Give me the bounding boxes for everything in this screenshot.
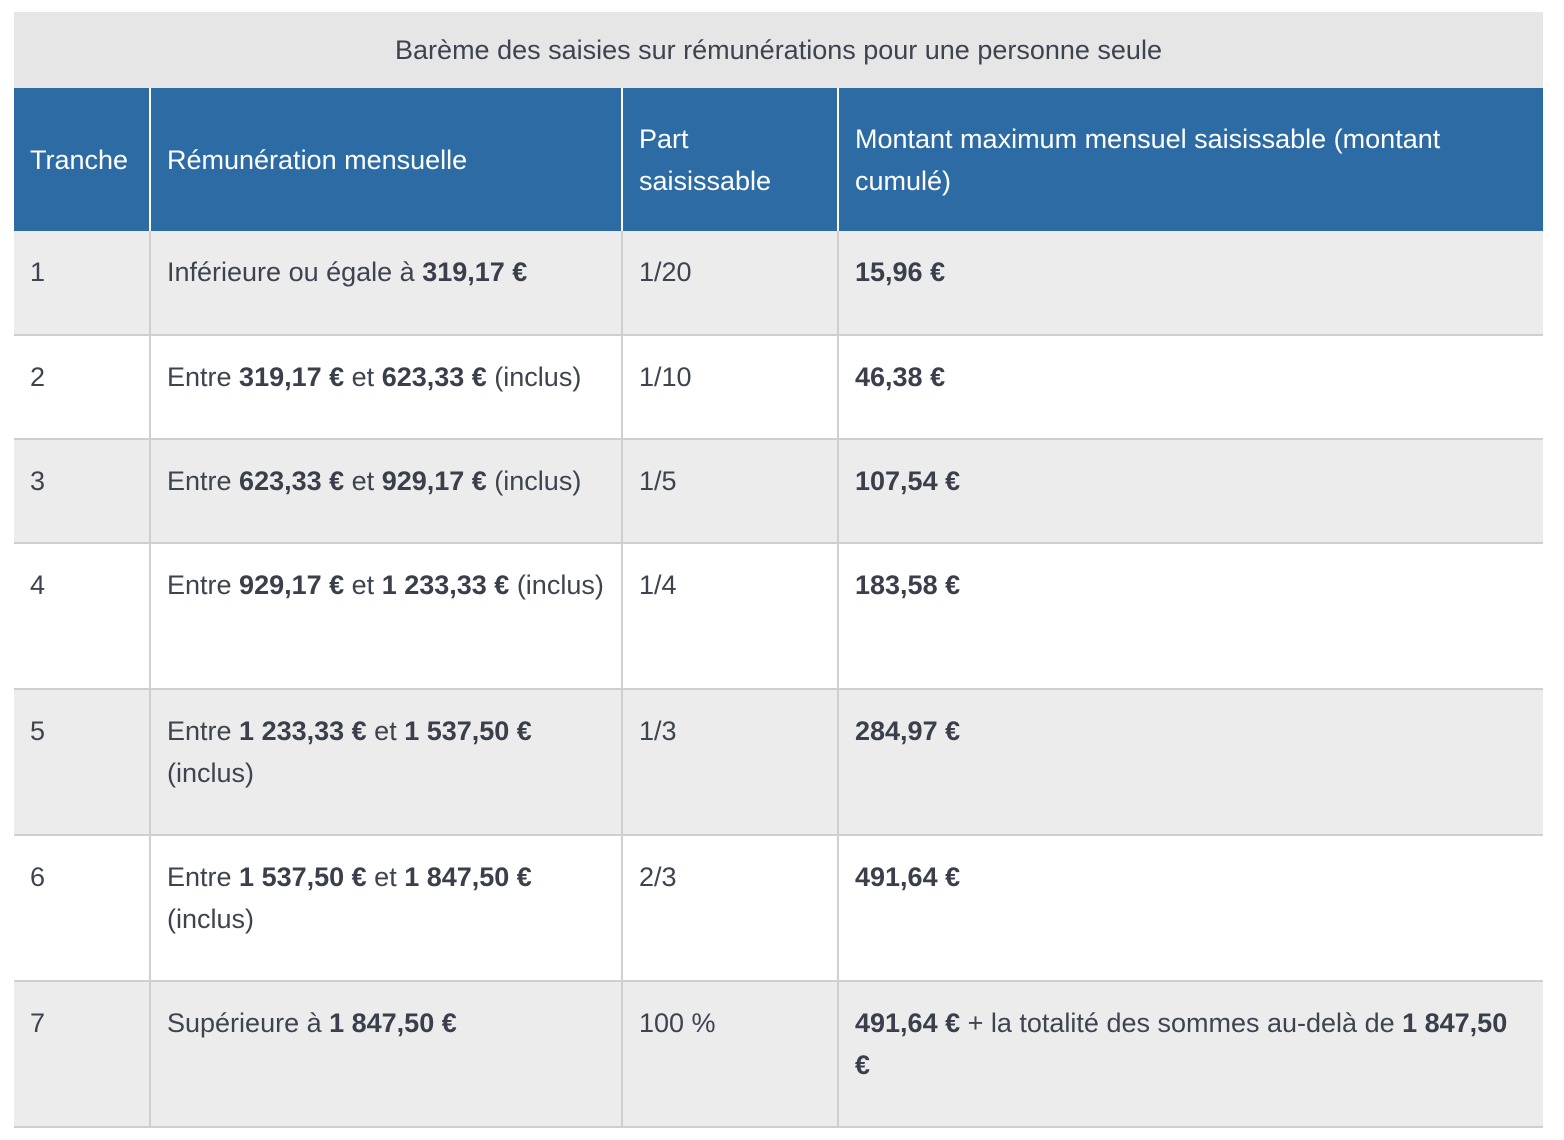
remuneration-amount-from: 929,17 € bbox=[239, 570, 345, 600]
montant-amount: 284,97 € bbox=[855, 716, 961, 746]
remuneration-amount: 1 847,50 € bbox=[329, 1008, 457, 1038]
cell-tranche: 3 bbox=[14, 439, 150, 544]
cell-remuneration: Entre 319,17 € et 623,33 € (inclus) bbox=[149, 335, 622, 440]
cell-montant: 491,64 € + la totalité des sommes au-del… bbox=[837, 981, 1543, 1128]
montant-amount: 46,38 € bbox=[855, 362, 946, 392]
remuneration-text: (inclus) bbox=[509, 570, 604, 600]
remuneration-amount-to: 1 537,50 € bbox=[404, 716, 532, 746]
table-row: 2 Entre 319,17 € et 623,33 € (inclus) 1/… bbox=[14, 335, 1543, 440]
remuneration-amount-from: 319,17 € bbox=[239, 362, 345, 392]
cell-tranche: 7 bbox=[14, 981, 150, 1128]
remuneration-text: Entre bbox=[167, 466, 240, 496]
header-remuneration: Rémunération mensuelle bbox=[149, 88, 622, 231]
remuneration-text: (inclus) bbox=[167, 758, 255, 788]
table-row: 3 Entre 623,33 € et 929,17 € (inclus) 1/… bbox=[14, 439, 1543, 544]
remuneration-text: Entre bbox=[167, 862, 240, 892]
cell-tranche: 6 bbox=[14, 835, 150, 982]
table-row: 5 Entre 1 233,33 € et 1 537,50 € (inclus… bbox=[14, 689, 1543, 836]
cell-remuneration: Supérieure à 1 847,50 € bbox=[149, 981, 622, 1128]
remuneration-text: et bbox=[344, 466, 382, 496]
cell-part: 2/3 bbox=[621, 835, 838, 982]
header-montant-maximum: Montant maximum mensuel saisissable (mon… bbox=[837, 88, 1543, 231]
cell-part: 1/10 bbox=[621, 335, 838, 440]
remuneration-text: et bbox=[366, 716, 405, 746]
remuneration-text: et bbox=[344, 570, 382, 600]
remuneration-amount-from: 1 537,50 € bbox=[239, 862, 367, 892]
remuneration-amount: 319,17 € bbox=[422, 257, 528, 287]
remuneration-text: (inclus) bbox=[486, 362, 582, 392]
remuneration-text: Entre bbox=[167, 570, 240, 600]
table-header-row: Tranche Rémunération mensuelle Part sais… bbox=[14, 88, 1543, 231]
remuneration-text: (inclus) bbox=[486, 466, 582, 496]
cell-montant: 46,38 € bbox=[837, 335, 1543, 440]
montant-amount: 15,96 € bbox=[855, 257, 946, 287]
table-caption: Barème des saisies sur rémunérations pou… bbox=[14, 12, 1543, 88]
remuneration-amount-to: 623,33 € bbox=[381, 362, 487, 392]
remuneration-text: Entre bbox=[167, 362, 240, 392]
table-row: 7 Supérieure à 1 847,50 € 100 % 491,64 €… bbox=[14, 981, 1543, 1128]
remuneration-amount-from: 623,33 € bbox=[239, 466, 345, 496]
header-tranche: Tranche bbox=[14, 88, 150, 231]
cell-tranche: 4 bbox=[14, 543, 150, 690]
remuneration-text: Supérieure à bbox=[167, 1008, 330, 1038]
remuneration-text: Inférieure ou égale à bbox=[167, 257, 423, 287]
remuneration-amount-to: 1 847,50 € bbox=[404, 862, 532, 892]
montant-amount: 183,58 € bbox=[855, 570, 961, 600]
cell-tranche: 5 bbox=[14, 689, 150, 836]
table-row: 6 Entre 1 537,50 € et 1 847,50 € (inclus… bbox=[14, 835, 1543, 982]
remuneration-text: et bbox=[344, 362, 382, 392]
cell-montant: 107,54 € bbox=[837, 439, 1543, 544]
seizure-scale-table-container: Barème des saisies sur rémunérations pou… bbox=[14, 12, 1543, 1128]
remuneration-text: (inclus) bbox=[167, 904, 255, 934]
remuneration-text: et bbox=[366, 862, 405, 892]
header-part-saisissable: Part saisissable bbox=[621, 88, 838, 231]
montant-amount-threshold: 1 847,50 € bbox=[855, 1008, 1508, 1080]
cell-remuneration: Entre 929,17 € et 1 233,33 € (inclus) bbox=[149, 543, 622, 690]
cell-montant: 284,97 € bbox=[837, 689, 1543, 836]
cell-part: 1/5 bbox=[621, 439, 838, 544]
cell-montant: 15,96 € bbox=[837, 231, 1543, 336]
cell-part: 1/4 bbox=[621, 543, 838, 690]
table-row: 4 Entre 929,17 € et 1 233,33 € (inclus) … bbox=[14, 543, 1543, 690]
cell-part: 1/20 bbox=[621, 231, 838, 336]
cell-tranche: 1 bbox=[14, 231, 150, 336]
remuneration-text: Entre bbox=[167, 716, 240, 746]
cell-remuneration: Entre 1 233,33 € et 1 537,50 € (inclus) bbox=[149, 689, 622, 836]
remuneration-amount-from: 1 233,33 € bbox=[239, 716, 367, 746]
montant-amount: 107,54 € bbox=[855, 466, 961, 496]
cell-part: 1/3 bbox=[621, 689, 838, 836]
montant-amount: 491,64 € bbox=[855, 862, 961, 892]
remuneration-amount-to: 1 233,33 € bbox=[381, 570, 510, 600]
remuneration-amount-to: 929,17 € bbox=[381, 466, 487, 496]
cell-remuneration: Inférieure ou égale à 319,17 € bbox=[149, 231, 622, 336]
cell-montant: 183,58 € bbox=[837, 543, 1543, 690]
montant-amount: 491,64 € bbox=[855, 1008, 961, 1038]
seizure-scale-table: Barème des saisies sur rémunérations pou… bbox=[14, 12, 1543, 1128]
cell-part: 100 % bbox=[621, 981, 838, 1128]
cell-tranche: 2 bbox=[14, 335, 150, 440]
cell-remuneration: Entre 1 537,50 € et 1 847,50 € (inclus) bbox=[149, 835, 622, 982]
cell-montant: 491,64 € bbox=[837, 835, 1543, 982]
cell-remuneration: Entre 623,33 € et 929,17 € (inclus) bbox=[149, 439, 622, 544]
montant-text: + la totalité des sommes au-delà de bbox=[960, 1008, 1403, 1038]
table-row: 1 Inférieure ou égale à 319,17 € 1/20 15… bbox=[14, 231, 1543, 336]
